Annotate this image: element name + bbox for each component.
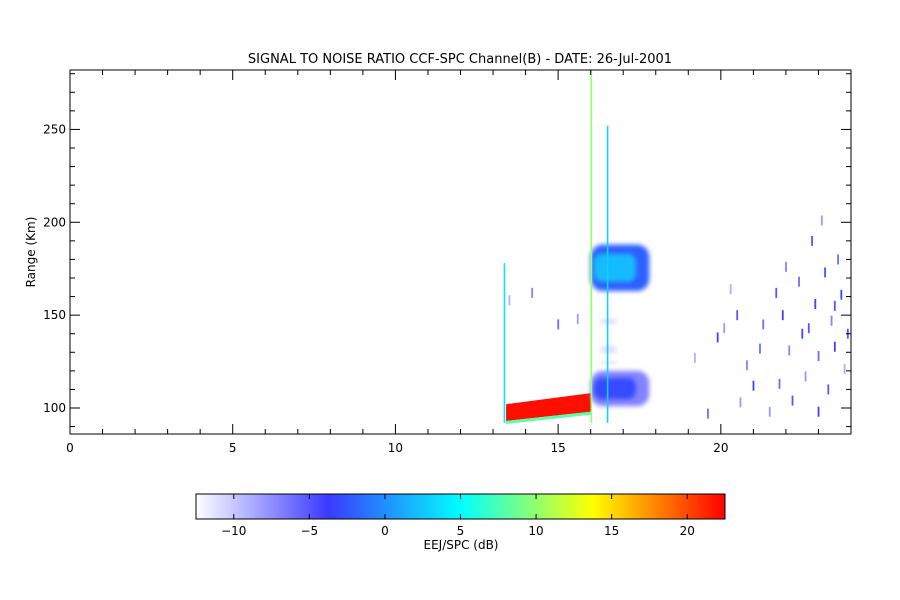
- scatter-point: [811, 235, 813, 246]
- scatter-point: [739, 397, 742, 408]
- scatter-point: [814, 299, 817, 309]
- y-axis-label: Range (Km): [24, 217, 38, 288]
- scatter-point: [798, 276, 800, 287]
- heatmap-region-faint-band-1: [597, 317, 620, 327]
- scatter-point: [801, 328, 804, 339]
- scatter-point: [830, 315, 833, 326]
- colorbar-tick-label: 0: [381, 524, 389, 538]
- x-tick-label: 5: [229, 441, 237, 455]
- scatter-point: [557, 319, 560, 330]
- y-tick-label: 150: [43, 308, 66, 322]
- heatmap-cell-core: [593, 377, 636, 400]
- scatter-point: [576, 313, 579, 324]
- y-tick-label: 250: [43, 122, 66, 136]
- heatmap-region-faint-band-3: [597, 359, 620, 366]
- colorbar-tick-label: −5: [301, 524, 319, 538]
- heatmap-cell-edge: [506, 411, 591, 424]
- scatter-point: [759, 343, 761, 354]
- chart-title: SIGNAL TO NOISE RATIO CCF-SPC Channel(B)…: [248, 52, 672, 67]
- plot-area: [503, 70, 849, 424]
- colorbar-tick-label: 15: [604, 524, 619, 538]
- scatter-point: [707, 408, 709, 419]
- heatmap-cell-core: [593, 253, 636, 282]
- scatter-point: [840, 289, 843, 300]
- scatter-point: [833, 341, 836, 352]
- scatter-point: [775, 287, 778, 298]
- scatter-point: [804, 371, 807, 382]
- scatter-point: [694, 352, 696, 363]
- scatter-point: [531, 287, 534, 298]
- scatter-point: [791, 395, 794, 406]
- scatter-point: [817, 351, 820, 361]
- y-tick-label: 200: [43, 215, 66, 229]
- scatter-point: [781, 310, 784, 321]
- scatter-point: [833, 300, 836, 311]
- scatter-point: [843, 364, 846, 374]
- heatmap-region-upper-layer: [590, 244, 650, 291]
- scatter-point: [807, 323, 810, 334]
- scatter-point: [508, 295, 511, 306]
- plot-frame: [69, 69, 852, 435]
- scatter-point: [820, 215, 823, 226]
- scatter-point: [824, 267, 826, 278]
- scatter-point: [778, 378, 781, 389]
- scatter-point: [827, 384, 830, 395]
- colorbar-tick-label: 10: [528, 524, 543, 538]
- axes: 0 5 10 15 20 100 150 200 250: [43, 69, 852, 455]
- scatter-point: [752, 380, 755, 391]
- colorbar-label: EEJ/SPC (dB): [423, 538, 498, 552]
- scatter-point: [762, 319, 765, 330]
- y-tick-label: 100: [43, 401, 66, 415]
- colorbar-tick-label: 5: [457, 524, 465, 538]
- colorbar-ticks: −10 −5 0 5 10 15 20: [221, 494, 695, 538]
- colorbar-tick-label: −10: [221, 524, 246, 538]
- x-tick-label: 0: [66, 441, 74, 455]
- heatmap-cell: [506, 393, 591, 421]
- scatter-point: [716, 332, 719, 343]
- scatter-point: [817, 406, 820, 417]
- heatmap-region-lower-layer: [590, 370, 650, 407]
- scatter-point: [788, 345, 791, 356]
- scatter-point: [736, 310, 739, 321]
- colorbar-tick-label: 20: [680, 524, 695, 538]
- scatter-point: [729, 284, 732, 295]
- scatter-point: [746, 360, 748, 371]
- scatter-point: [723, 323, 726, 334]
- heatmap-region-faint-band-2: [597, 343, 620, 356]
- heatmap-region-eej-high: [506, 393, 591, 424]
- scatter-point: [768, 406, 771, 417]
- scatter-point: [837, 254, 839, 265]
- x-tick-label: 20: [713, 441, 728, 455]
- scatter-point: [785, 261, 787, 272]
- x-tick-label: 10: [388, 441, 403, 455]
- x-tick-label: 15: [550, 441, 565, 455]
